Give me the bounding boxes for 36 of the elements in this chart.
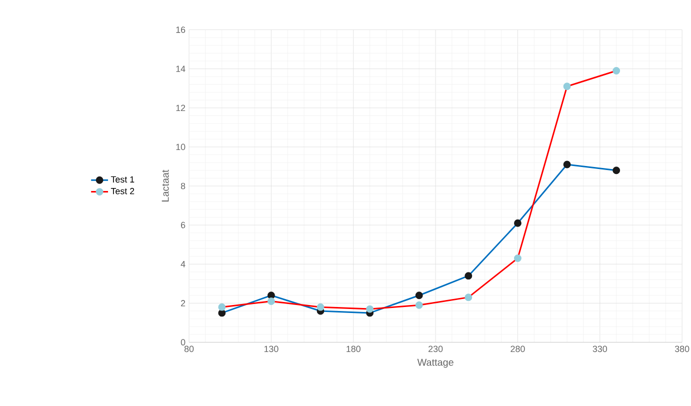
x-axis-title: Wattage — [417, 359, 454, 368]
y-tick-label: 16 — [176, 26, 186, 34]
x-tick-label: 380 — [674, 346, 690, 352]
point — [514, 254, 522, 262]
x-tick-label: 80 — [184, 346, 194, 352]
x-tick-label: 180 — [346, 346, 360, 352]
legend-label: Test 1 — [110, 176, 134, 183]
y-tick-label: 14 — [176, 66, 186, 72]
point — [218, 309, 226, 317]
y-tick-label: 8 — [180, 182, 186, 190]
point — [563, 160, 571, 168]
y-tick-label: 2 — [181, 300, 186, 306]
point — [612, 67, 620, 75]
y-tick-label: 12 — [176, 104, 186, 112]
point — [464, 272, 472, 280]
point — [563, 82, 571, 90]
y-tick-label: 10 — [176, 144, 186, 150]
x-tick-label: 230 — [428, 346, 443, 352]
y-tick-label: 4 — [180, 261, 186, 268]
point — [612, 166, 620, 174]
point — [316, 303, 324, 311]
y-tick-label: 6 — [181, 222, 186, 228]
x-tick-label: 130 — [264, 346, 278, 352]
point — [514, 220, 522, 227]
x-tick-label: 330 — [592, 346, 608, 352]
point — [464, 294, 472, 302]
x-tick-label: 280 — [510, 346, 525, 352]
y-axis-title: Lactaat — [162, 170, 169, 202]
legend-label: Test 2 — [110, 188, 134, 194]
point — [218, 303, 226, 311]
point — [415, 292, 423, 300]
point — [267, 292, 275, 300]
point — [366, 305, 374, 313]
point — [267, 298, 275, 306]
point — [415, 302, 423, 309]
y-tick-label: 0 — [180, 339, 186, 346]
